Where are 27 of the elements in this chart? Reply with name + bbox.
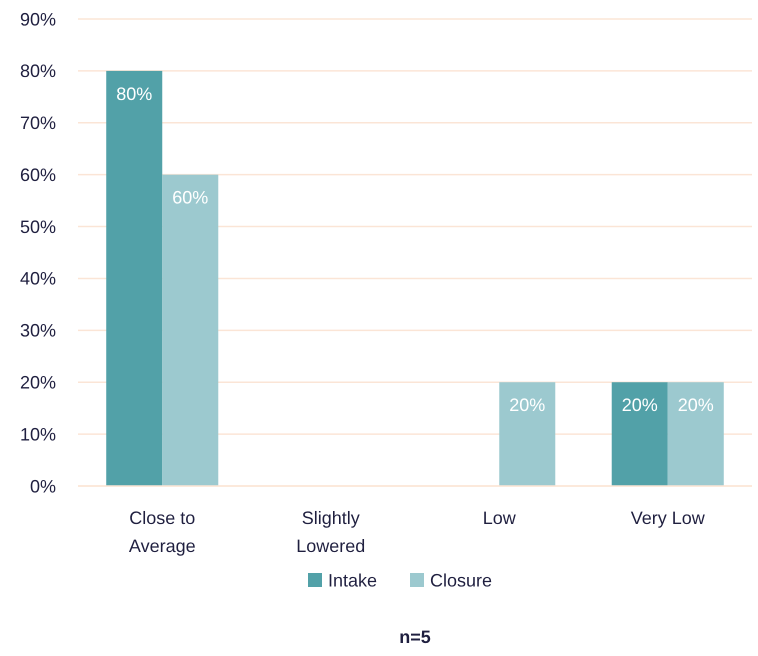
- x-tick-label: Close to Average: [128, 508, 196, 556]
- y-tick-label: 10%: [20, 424, 56, 444]
- bar: [668, 382, 724, 486]
- data-label: 20%: [509, 395, 546, 416]
- bar: [162, 174, 218, 486]
- bar: [612, 382, 668, 486]
- bar: [499, 382, 556, 486]
- data-label: 80%: [116, 84, 152, 104]
- y-tick-label: 80%: [20, 61, 56, 82]
- x-tick-label: Slightly Lowered: [296, 508, 366, 556]
- x-tick-label: Low: [482, 508, 517, 528]
- legend-label: Closure: [430, 570, 492, 590]
- y-tick-label: 20%: [20, 372, 56, 393]
- data-label: 60%: [172, 188, 208, 208]
- y-tick-label: 60%: [20, 164, 56, 185]
- y-tick-label: 70%: [20, 113, 56, 134]
- y-tick-label: 30%: [20, 320, 56, 341]
- text: n=5: [399, 627, 431, 647]
- data-label: 20%: [678, 395, 714, 416]
- y-tick-label: 0%: [30, 476, 56, 496]
- y-tick-label: 40%: [20, 268, 56, 289]
- data-label: 20%: [622, 395, 658, 416]
- y-tick-label: 90%: [20, 9, 56, 30]
- bar: [106, 70, 162, 486]
- x-tick-label: Very Low: [630, 508, 706, 528]
- legend-label: Intake: [328, 570, 378, 590]
- y-tick-label: 50%: [20, 216, 56, 237]
